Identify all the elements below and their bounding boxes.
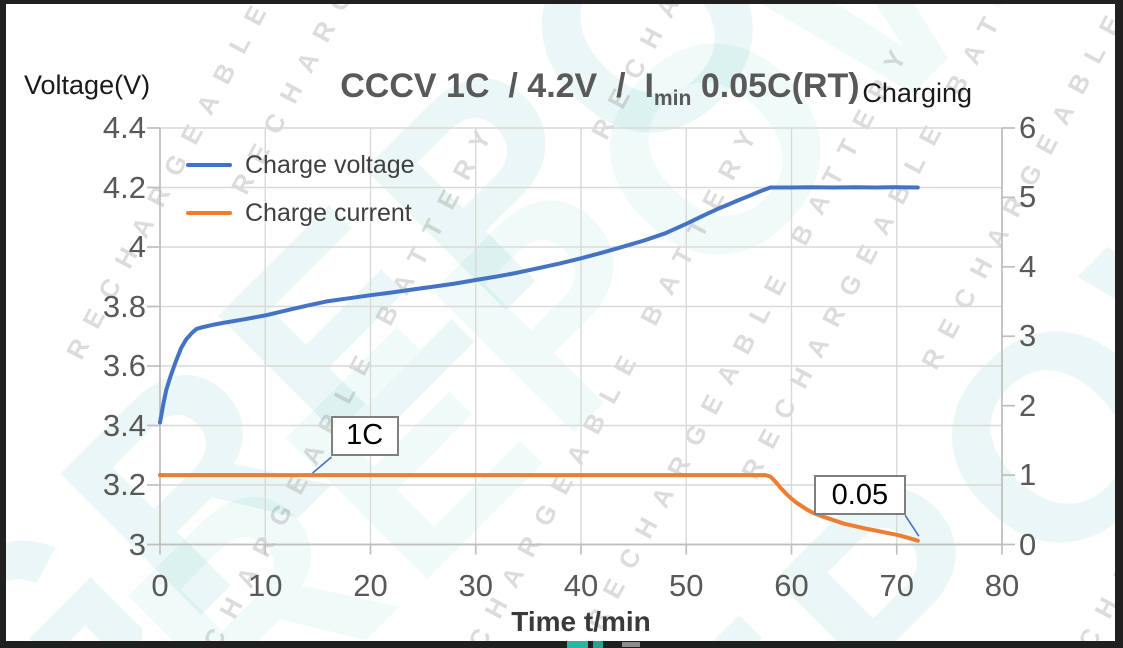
y-right-tick-label: 3	[1019, 318, 1037, 354]
right-axis-title: Charging	[862, 78, 972, 108]
left-axis-title: Voltage(V)	[24, 70, 151, 100]
cutoff-logo-fragment	[622, 642, 640, 647]
y-right-tick-label: 1	[1019, 457, 1037, 493]
frame-border-left	[0, 0, 6, 648]
x-axis-title: Time t/min	[511, 606, 651, 637]
x-tick-label: 50	[669, 567, 704, 603]
chart-title-text: CCCV 1C / 4.2V / I	[340, 67, 654, 105]
y-left-tick-label: 3.6	[102, 348, 146, 383]
y-right-tick-label: 5	[1019, 179, 1037, 215]
charge-voltage-line-swatch	[186, 163, 232, 167]
y-left-tick-label: 3.2	[102, 467, 146, 502]
frame-border-bottom	[0, 641, 1123, 648]
legend-label-charge-voltage: Charge voltage	[245, 150, 415, 179]
charge-current-line-swatch	[186, 211, 232, 215]
y-left-tick-label: 4.4	[102, 110, 146, 145]
y-left-tick-label: 4	[128, 229, 146, 264]
y-right-tick-label: 4	[1019, 248, 1037, 284]
chart-title: CCCV 1C / 4.2V / Imin 0.05C(RT)	[160, 28, 1002, 150]
y-left-tick-label: 3.4	[102, 407, 146, 443]
cutoff-logo-fragment	[567, 641, 588, 648]
x-tick-label: 20	[353, 567, 388, 603]
x-tick-label: 40	[563, 567, 599, 603]
chart-title-text: 0.05C(RT)	[691, 67, 860, 105]
x-tick-label: 10	[248, 567, 283, 603]
chart-title-subscript: min	[653, 86, 692, 110]
y-left-tick-label: 3	[128, 526, 146, 562]
x-tick-label: 70	[879, 567, 914, 603]
x-tick-label: 80	[984, 567, 1020, 603]
y-right-tick-label: 2	[1019, 387, 1037, 423]
x-tick-label: 0	[151, 567, 169, 603]
x-tick-label: 60	[774, 567, 809, 603]
annotation-1c: 1C	[330, 416, 399, 456]
legend-label-charge-current: Charge current	[245, 198, 412, 227]
annotation-0-05: 0.05	[813, 475, 907, 516]
legend: Charge voltage Charge current	[186, 148, 415, 244]
legend-item-charge-current: Charge current	[186, 196, 415, 230]
y-right-tick-label: 0	[1019, 526, 1037, 562]
frame-border-right	[1115, 0, 1123, 648]
y-left-tick-label: 4.2	[102, 169, 146, 205]
x-tick-label: 30	[458, 567, 493, 603]
cutoff-logo-fragment	[593, 641, 603, 648]
y-left-tick-label: 3.8	[102, 288, 146, 324]
y-right-tick-label: 6	[1019, 110, 1037, 145]
legend-item-charge-voltage: Charge voltage	[186, 148, 415, 182]
frame-border-top	[0, 0, 1123, 4]
